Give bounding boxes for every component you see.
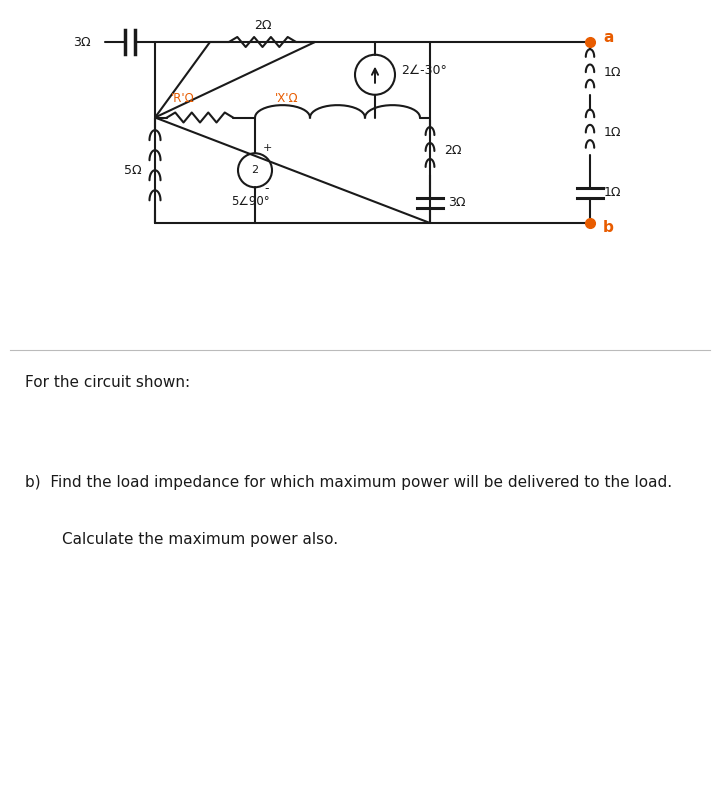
Text: b: b xyxy=(603,220,614,235)
Text: 5∠90°: 5∠90° xyxy=(230,195,269,209)
Text: a: a xyxy=(603,31,613,46)
Text: $\mathdefault{3Ω}$: $\mathdefault{3Ω}$ xyxy=(73,36,93,48)
Text: For the circuit shown:: For the circuit shown: xyxy=(25,375,190,390)
Text: +: + xyxy=(262,143,271,153)
Text: 1Ω: 1Ω xyxy=(604,186,621,199)
Text: 5Ω: 5Ω xyxy=(124,164,142,177)
Text: 1Ω: 1Ω xyxy=(604,66,621,79)
Text: 2: 2 xyxy=(251,165,258,175)
Text: 3Ω: 3Ω xyxy=(448,196,466,209)
Text: 'R'Ω: 'R'Ω xyxy=(171,92,195,106)
Text: b)  Find the load impedance for which maximum power will be delivered to the loa: b) Find the load impedance for which max… xyxy=(25,475,672,490)
Text: 2Ω: 2Ω xyxy=(253,19,271,32)
Text: Calculate the maximum power also.: Calculate the maximum power also. xyxy=(62,532,338,547)
Text: 1Ω: 1Ω xyxy=(604,126,621,139)
Text: 'X'Ω: 'X'Ω xyxy=(275,92,299,106)
Text: -: - xyxy=(265,182,269,195)
Text: 2Ω: 2Ω xyxy=(444,145,462,157)
Text: 2∠-30°: 2∠-30° xyxy=(401,64,447,77)
